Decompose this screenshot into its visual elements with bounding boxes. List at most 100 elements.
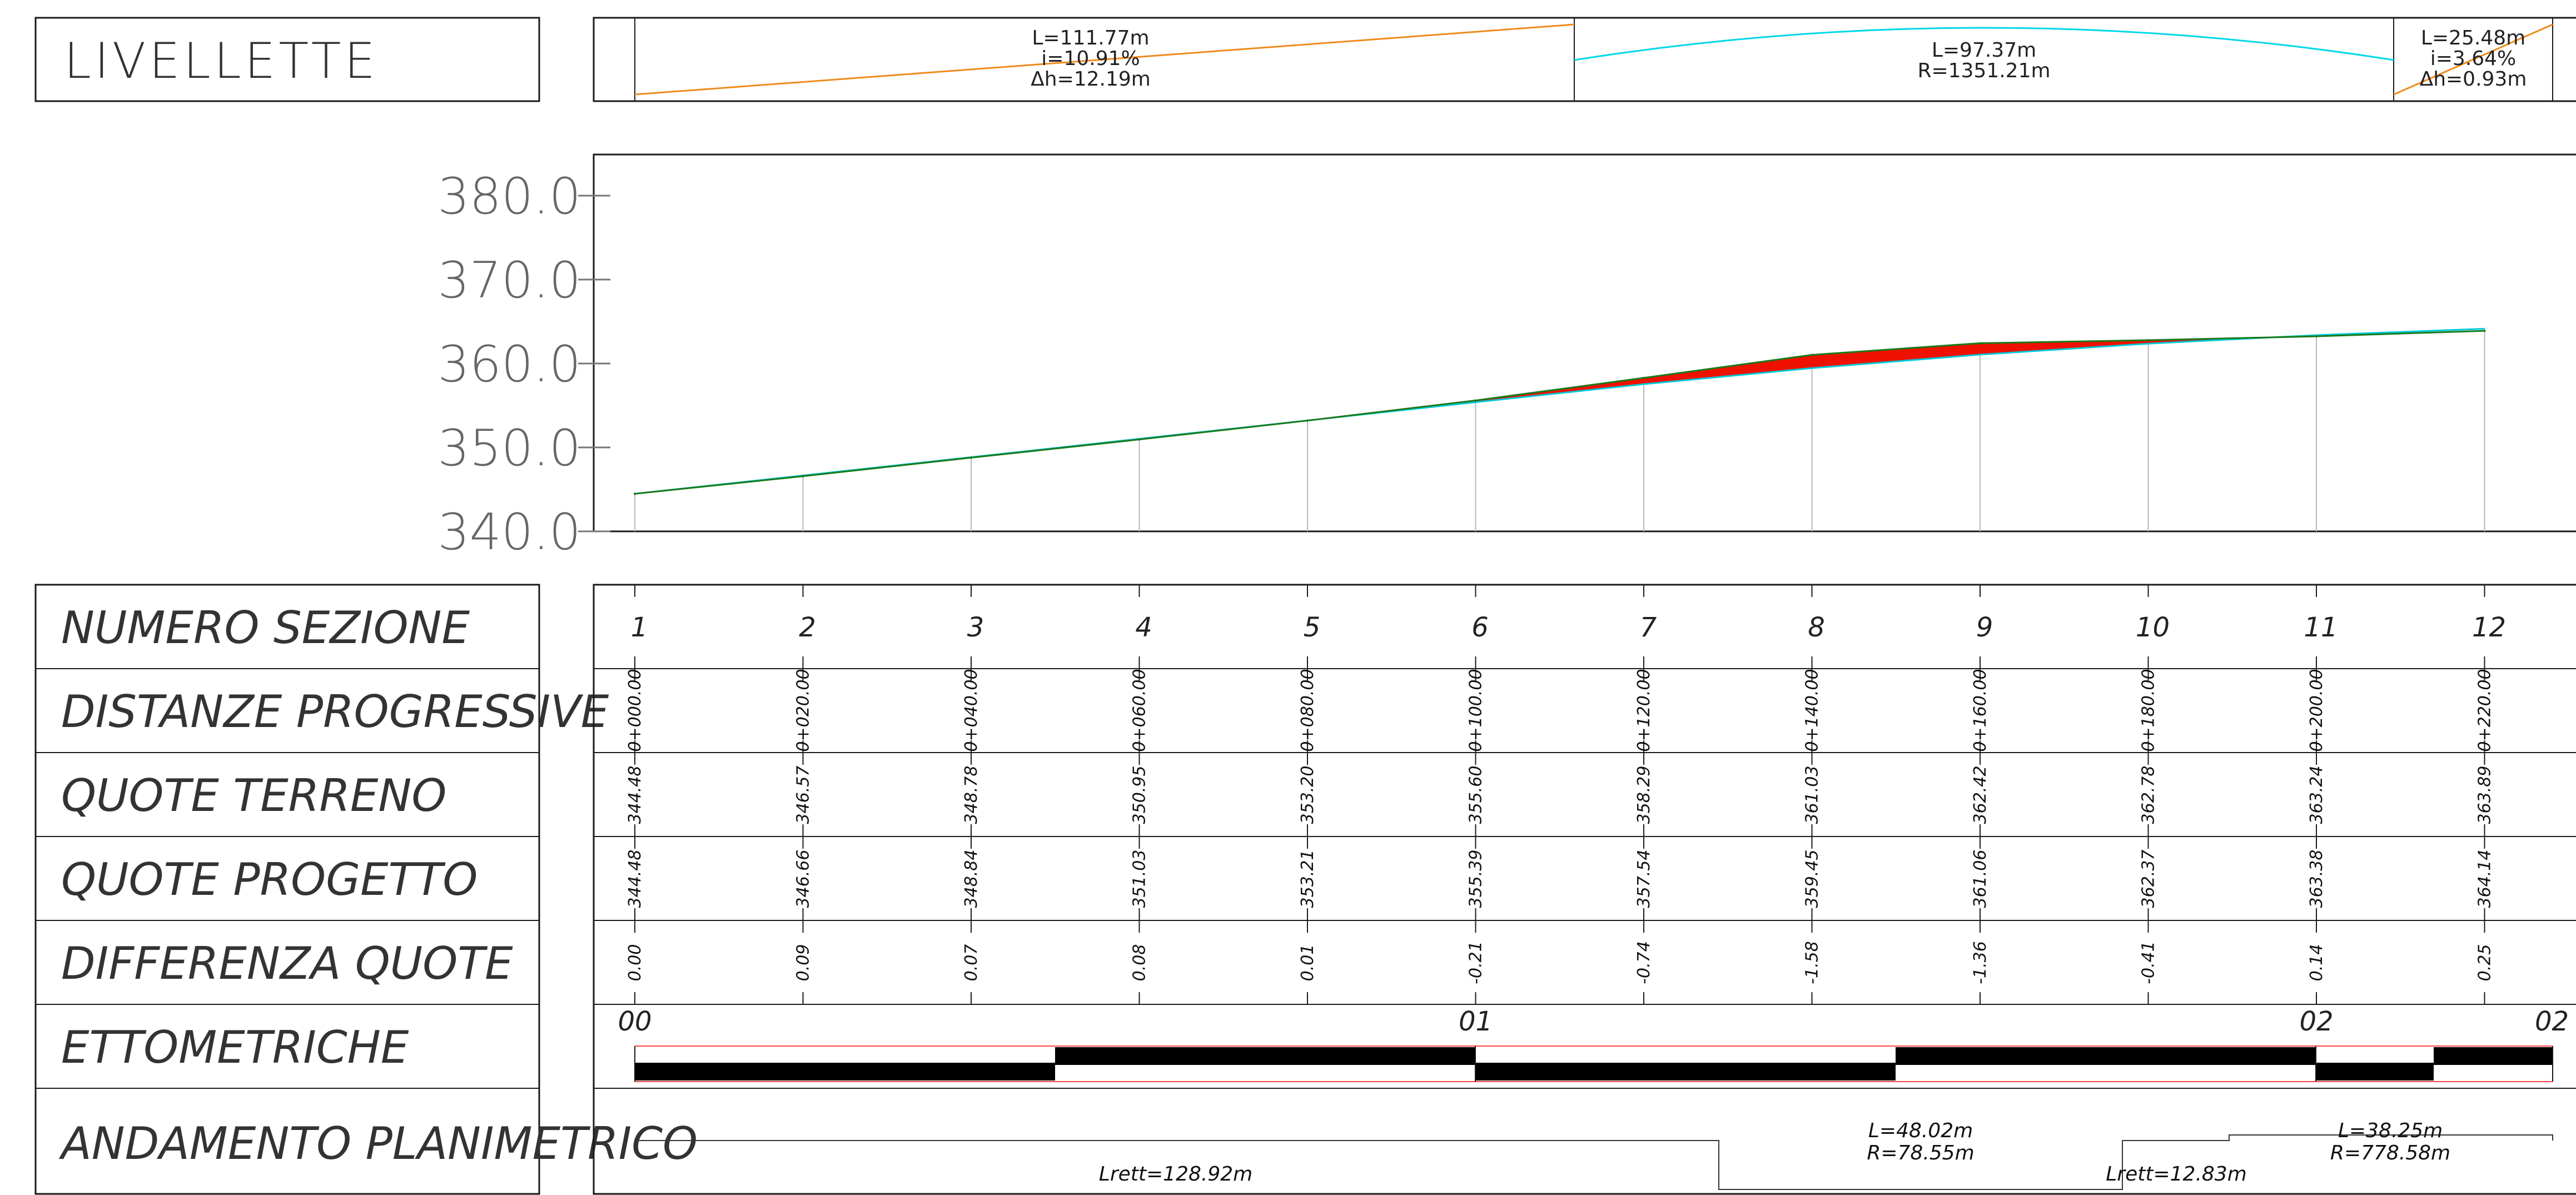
section-distanza: 0+060.00: [1130, 669, 1150, 751]
andamento-curve1-length: L=48.02m: [1868, 1119, 1973, 1142]
section-terreno: 363.89: [2475, 766, 2495, 824]
section-number: 3: [967, 612, 984, 643]
section-differenza: 0.00: [625, 944, 645, 982]
section-differenza: -0.21: [1466, 941, 1486, 984]
section-progetto: 348.84: [962, 850, 981, 908]
section-terreno: 362.78: [2139, 766, 2159, 824]
etto-block: [1475, 1063, 1896, 1081]
header-title-box: [34, 17, 540, 102]
etto-label: 02: [2535, 1006, 2569, 1037]
section-distanza: 0+080.00: [1298, 669, 1317, 751]
section-number: 9: [1976, 612, 1993, 643]
grade-line-1: [634, 23, 1575, 96]
section-differenza: -1.36: [1971, 941, 1990, 984]
section-differenza: -0.41: [2139, 941, 2159, 984]
vertical-curve-line: [1574, 27, 2394, 61]
section-distanza: 0+140.00: [1803, 669, 1822, 751]
row-values-box: [593, 584, 2576, 1195]
section-terreno: 346.57: [794, 766, 813, 824]
terrain-point: [1811, 353, 1813, 356]
etto-block: [635, 1063, 1055, 1081]
etto-block: [2316, 1063, 2434, 1081]
etto-label: 00: [618, 1006, 652, 1037]
section-terreno: 358.29: [1634, 766, 1654, 824]
section-number: 2: [799, 612, 816, 643]
terrain-point: [1474, 399, 1477, 402]
terrain-point: [2483, 330, 2486, 332]
section-differenza: -0.74: [1634, 941, 1654, 984]
y-tick-label: 350.0: [437, 419, 581, 477]
section-terreno: 361.03: [1803, 766, 1822, 824]
section-distanza: 0+000.00: [625, 669, 645, 751]
etto-block: [1055, 1047, 1475, 1065]
section-distanza: 0+100.00: [1466, 669, 1486, 751]
section-distanza: 0+200.00: [2307, 669, 2326, 751]
table-cells: 1 0+000.00 344.48 344.48 0.00 2 0+020.00 346.57…: [625, 585, 2506, 1004]
row-label-differenza: DIFFERENZA QUOTE: [61, 938, 513, 989]
row-label-numero: NUMERO SEZIONE: [61, 602, 470, 654]
section-terreno: 353.20: [1298, 766, 1317, 824]
y-tick-label: 380.0: [437, 167, 581, 226]
section-gridlines: [634, 328, 2485, 531]
grade-line-2: [2393, 23, 2553, 96]
ettometriche-labels: 00 01 02 02: [618, 1006, 2569, 1037]
section-distanza: 0+160.00: [1971, 669, 1990, 751]
terrain-point: [2315, 335, 2318, 338]
section-terreno: 350.95: [1130, 766, 1150, 824]
row-label-progetto: QUOTE PROGETTO: [61, 854, 478, 905]
section-terreno: 344.48: [625, 766, 645, 824]
section-progetto: 346.66: [794, 850, 813, 908]
row-labels-column: NUMERO SEZIONE DISTANZE PROGRESSIVE QUOT…: [34, 584, 698, 1195]
section-differenza: 0.01: [1298, 944, 1317, 982]
etto-block: [1896, 1047, 2316, 1065]
section-progetto: 355.39: [1466, 850, 1486, 908]
seg1-length: L=111.77m: [1032, 27, 1149, 49]
terrain-point: [1306, 419, 1309, 422]
profile-lines: [634, 327, 2486, 495]
section-progetto: 353.21: [1298, 850, 1317, 908]
terrain-line: [634, 330, 2485, 495]
section-progetto: 362.37: [2139, 850, 2159, 908]
andamento-planimetrico: Lrett=128.92m L=48.02m R=78.55m Lrett=12…: [635, 1119, 2553, 1190]
section-terreno: 362.42: [1971, 766, 1990, 824]
terrain-point: [1138, 438, 1141, 441]
section-progetto: 364.14: [2475, 850, 2495, 908]
section-differenza: -1.58: [1803, 941, 1822, 984]
seg3-length: L=25.48m: [2421, 27, 2525, 49]
terrain-point: [1979, 342, 1981, 345]
y-tick-label: 360.0: [437, 335, 581, 394]
section-distanza: 0+020.00: [794, 669, 813, 751]
seg2-radius: R=1351.21m: [1917, 59, 2050, 82]
row-values-column: [593, 584, 2576, 1195]
section-progetto: 361.06: [1971, 850, 1990, 908]
section-number: 1: [631, 612, 648, 643]
section-differenza: 0.08: [1130, 944, 1150, 982]
profile-frame: [593, 153, 2576, 532]
seg3-dh: Δh=0.93m: [2420, 68, 2527, 91]
section-number: 10: [2136, 612, 2170, 643]
section-progetto: 359.45: [1803, 850, 1822, 908]
etto-label: 02: [2299, 1006, 2333, 1037]
seg3-grade: i=3.64%: [2430, 47, 2517, 70]
section-differenza: 0.14: [2307, 944, 2326, 982]
andamento-curve1-radius: R=78.55m: [1867, 1142, 1974, 1164]
section-number: 12: [2472, 612, 2506, 643]
project-line: [634, 327, 2485, 495]
section-number: 4: [1135, 612, 1152, 643]
terrain-point: [634, 492, 636, 495]
etto-label: 01: [1459, 1006, 1493, 1037]
section-progetto: 351.03: [1130, 850, 1150, 908]
section-distanza: 0+180.00: [2139, 669, 2159, 751]
section-terreno: 355.60: [1466, 766, 1486, 824]
section-distanza: 0+220.00: [2475, 669, 2495, 751]
terrain-point: [1643, 376, 1645, 379]
seg2-length: L=97.37m: [1932, 39, 2036, 62]
section-number: 11: [2304, 612, 2338, 643]
terrain-point: [970, 456, 972, 459]
header-title: LIVELLETTE: [64, 32, 379, 89]
andamento-rett2: Lrett=12.83m: [2106, 1163, 2247, 1186]
y-tick-label: 370.0: [437, 251, 581, 310]
section-number: 6: [1471, 612, 1489, 643]
row-label-andamento: ANDAMENTO PLANIMETRICO: [58, 1118, 698, 1169]
